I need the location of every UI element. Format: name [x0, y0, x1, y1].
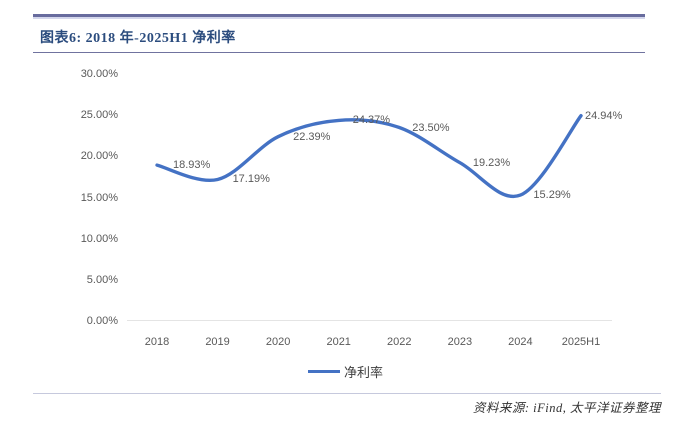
- x-tick-label: 2024: [508, 336, 533, 348]
- legend: 净利率: [308, 362, 383, 380]
- data-point-label: 17.19%: [232, 173, 270, 186]
- y-tick-label: 5.00%: [86, 273, 118, 286]
- x-tick-label: 2022: [387, 336, 412, 348]
- x-tick-label: 2019: [205, 336, 230, 348]
- legend-label: 净利率: [344, 364, 384, 380]
- net-margin-line: [155, 114, 583, 199]
- x-tick-label: 2020: [265, 336, 291, 348]
- data-point-label: 23.50%: [412, 121, 450, 134]
- legend-line-marker: [308, 369, 340, 373]
- data-point-label: 18.93%: [173, 159, 211, 172]
- source-note: 资料来源: iFind, 太平洋证券整理: [472, 401, 661, 415]
- x-tick-label: 2023: [447, 336, 473, 348]
- chart-title: 图表6: 2018 年-2025H1 净利率: [40, 31, 236, 46]
- x-axis-line: [127, 320, 612, 321]
- data-point-label: 24.37%: [352, 114, 391, 127]
- top-divider: [33, 14, 645, 19]
- y-tick-label: 0.00%: [86, 315, 118, 328]
- x-tick-label: 2018: [144, 336, 170, 348]
- data-point-label: 24.94%: [584, 109, 623, 122]
- y-tick-label: 10.00%: [80, 232, 118, 245]
- y-tick-label: 25.00%: [80, 109, 118, 122]
- y-tick-label: 30.00%: [80, 68, 118, 80]
- x-tick-label: 2025H1: [561, 336, 601, 348]
- title-divider: [33, 52, 645, 53]
- data-point-label: 19.23%: [472, 156, 511, 169]
- data-point-label: 15.29%: [533, 189, 571, 202]
- data-point-label: 22.39%: [293, 130, 331, 143]
- x-tick-label: 2021: [326, 336, 351, 348]
- y-tick-label: 20.00%: [80, 150, 118, 163]
- y-tick-label: 15.00%: [80, 191, 118, 204]
- footer-divider: [33, 393, 661, 394]
